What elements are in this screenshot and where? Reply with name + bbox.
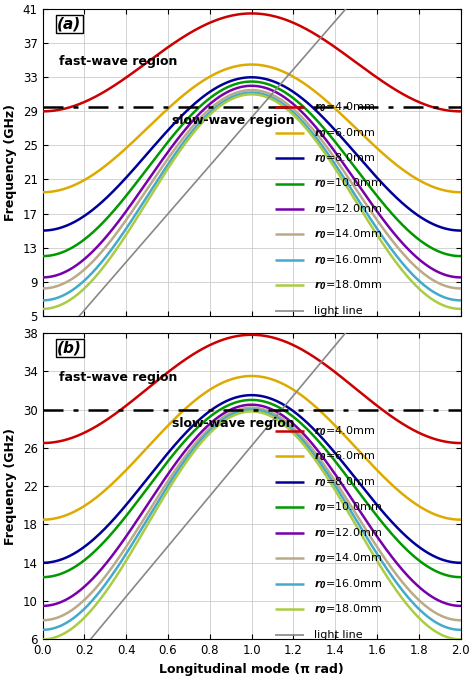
Text: $\bfit{r}_0$=16.0mm: $\bfit{r}_0$=16.0mm <box>314 253 383 267</box>
Text: slow-wave region: slow-wave region <box>172 417 295 430</box>
Text: $\bfit{r}_0$=16.0mm: $\bfit{r}_0$=16.0mm <box>314 577 383 590</box>
Text: $\bfit{r}_0$=18.0mm: $\bfit{r}_0$=18.0mm <box>314 602 383 616</box>
Text: (a): (a) <box>57 17 82 32</box>
Text: fast-wave region: fast-wave region <box>59 54 178 67</box>
Text: fast-wave region: fast-wave region <box>59 371 178 384</box>
Text: $\bfit{r}_0$=10.0mm: $\bfit{r}_0$=10.0mm <box>314 500 383 514</box>
Text: light line: light line <box>314 630 363 639</box>
Text: $\bfit{r}_0$=12.0mm: $\bfit{r}_0$=12.0mm <box>314 526 383 540</box>
Text: $\bfit{r}_0$=18.0mm: $\bfit{r}_0$=18.0mm <box>314 279 383 292</box>
Text: light line: light line <box>314 306 363 316</box>
Text: $\bfit{r}_0$=14.0mm: $\bfit{r}_0$=14.0mm <box>314 228 383 241</box>
X-axis label: Longitudinal mode (π rad): Longitudinal mode (π rad) <box>159 663 344 676</box>
Text: (b): (b) <box>57 341 82 356</box>
Text: $\bfit{r}_0$=10.0mm: $\bfit{r}_0$=10.0mm <box>314 177 383 190</box>
Text: $\bfit{r}_0$=6.0mm: $\bfit{r}_0$=6.0mm <box>314 126 375 139</box>
Text: $\bfit{r}_0$=4.0mm: $\bfit{r}_0$=4.0mm <box>314 101 375 114</box>
Text: $\bfit{r}_0$=8.0mm: $\bfit{r}_0$=8.0mm <box>314 151 375 165</box>
Text: $\bfit{r}_0$=6.0mm: $\bfit{r}_0$=6.0mm <box>314 449 375 463</box>
Text: $\bfit{r}_0$=14.0mm: $\bfit{r}_0$=14.0mm <box>314 551 383 565</box>
Text: slow-wave region: slow-wave region <box>172 114 295 127</box>
Y-axis label: Frequency (GHz): Frequency (GHz) <box>4 104 17 221</box>
Y-axis label: Frequency (GHz): Frequency (GHz) <box>4 428 17 545</box>
Text: $\bfit{r}_0$=12.0mm: $\bfit{r}_0$=12.0mm <box>314 202 383 216</box>
Text: $\bfit{r}_0$=4.0mm: $\bfit{r}_0$=4.0mm <box>314 424 375 438</box>
Text: $\bfit{r}_0$=8.0mm: $\bfit{r}_0$=8.0mm <box>314 475 375 489</box>
